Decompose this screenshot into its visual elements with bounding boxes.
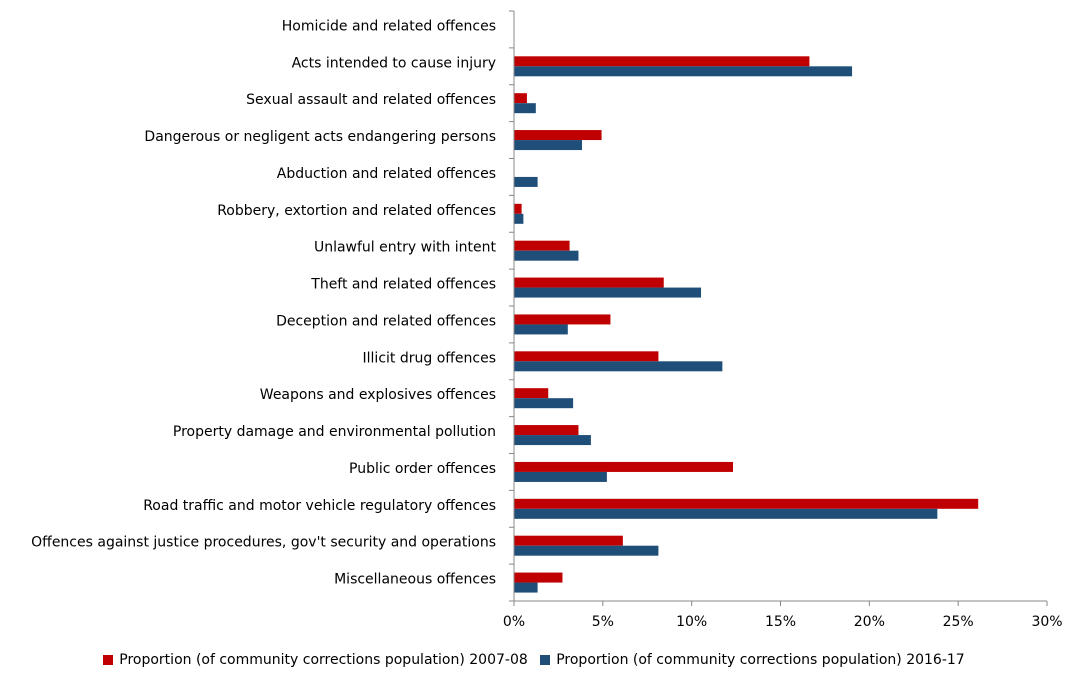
x-tick-label: 20% <box>854 614 885 630</box>
legend-label-2007-08: Proportion (of community corrections pop… <box>119 652 528 668</box>
category-label: Unlawful entry with intent <box>314 240 497 256</box>
bar-series-1 <box>514 277 664 288</box>
bar-series-1 <box>514 314 611 325</box>
x-tick-label: 0% <box>503 614 525 630</box>
bar-series-1 <box>514 56 810 67</box>
x-tick-label: 30% <box>1031 614 1062 630</box>
category-label: Offences against justice procedures, gov… <box>31 535 496 551</box>
category-label: Property damage and environmental pollut… <box>173 424 496 440</box>
bar-series-2 <box>514 435 591 446</box>
legend: Proportion (of community corrections pop… <box>0 652 1068 669</box>
category-label: Acts intended to cause injury <box>292 55 496 71</box>
bar-series-1 <box>514 572 563 583</box>
bar-series-2 <box>514 398 574 409</box>
category-label: Miscellaneous offences <box>334 572 496 588</box>
bar-series-1 <box>514 425 579 436</box>
bar-series-1 <box>514 130 602 141</box>
bar-series-2 <box>514 250 579 261</box>
bar-series-2 <box>514 471 607 482</box>
bar-series-1 <box>514 535 623 546</box>
category-label: Robbery, extortion and related offences <box>217 203 496 219</box>
legend-item-2016-17: Proportion (of community corrections pop… <box>540 652 965 668</box>
category-label: Deception and related offences <box>276 313 496 329</box>
bar-series-1 <box>514 351 659 362</box>
bar-series-2 <box>514 582 538 593</box>
bar-series-2 <box>514 103 536 114</box>
bar-series-1 <box>514 240 570 251</box>
bar-series-1 <box>514 93 527 104</box>
category-label: Public order offences <box>349 461 496 477</box>
legend-item-2007-08: Proportion (of community corrections pop… <box>103 652 528 668</box>
category-label: Illicit drug offences <box>363 350 496 366</box>
bar-series-1 <box>514 461 734 472</box>
bar-series-2 <box>514 66 853 77</box>
bar-series-2 <box>514 324 568 335</box>
bar-series-2 <box>514 176 538 187</box>
x-tick-label: 10% <box>676 614 707 630</box>
category-label: Homicide and related offences <box>282 18 496 34</box>
x-tick-label: 5% <box>592 614 614 630</box>
bar-series-1 <box>514 498 979 509</box>
bar-series-2 <box>514 545 659 556</box>
bar-series-1 <box>514 388 549 399</box>
category-label: Road traffic and motor vehicle regulator… <box>143 498 496 514</box>
bar-series-2 <box>514 140 583 151</box>
legend-swatch-2007-08 <box>103 655 114 665</box>
bar-series-2 <box>514 287 702 298</box>
category-label: Sexual assault and related offences <box>246 92 496 108</box>
bar-series-2 <box>514 213 524 224</box>
bar-series-2 <box>514 508 938 519</box>
category-label: Weapons and explosives offences <box>260 387 496 403</box>
legend-swatch-2016-17 <box>540 655 551 665</box>
x-tick-label: 25% <box>943 614 974 630</box>
bar-series-2 <box>514 361 723 372</box>
category-label: Dangerous or negligent acts endangering … <box>144 129 496 145</box>
bar-series-1 <box>514 203 522 214</box>
category-label: Abduction and related offences <box>277 166 496 182</box>
legend-label-2016-17: Proportion (of community corrections pop… <box>556 652 965 668</box>
category-label: Theft and related offences <box>310 277 496 293</box>
x-tick-label: 15% <box>765 614 796 630</box>
